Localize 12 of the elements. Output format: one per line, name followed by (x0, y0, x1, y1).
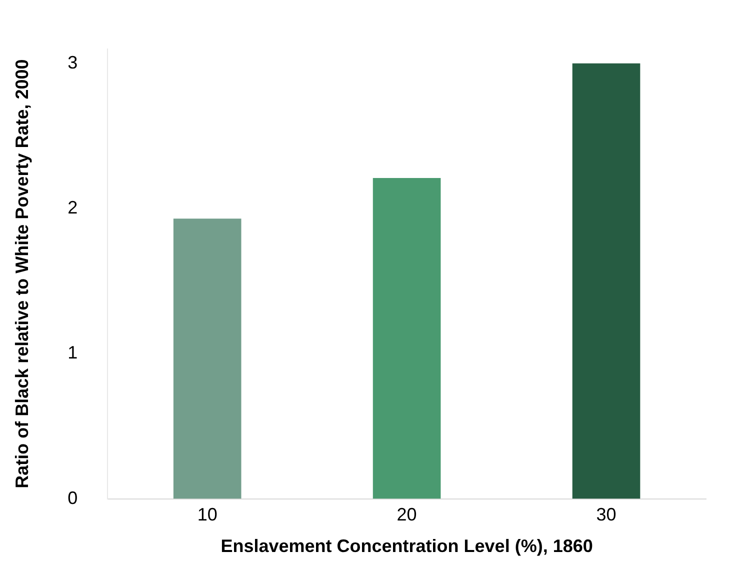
y-tick-label: 1 (68, 342, 78, 363)
bar (572, 63, 640, 499)
y-tick-label: 2 (68, 197, 78, 218)
x-axis-title: Enslavement Concentration Level (%), 1860 (220, 536, 593, 556)
y-tick-label: 3 (68, 52, 78, 72)
y-tick-label: 0 (68, 488, 78, 508)
x-tick-label: 20 (396, 504, 417, 525)
x-tick-label: 30 (596, 504, 616, 525)
bar (173, 218, 242, 499)
x-tick-label: 10 (197, 504, 218, 525)
y-axis-title: Ratio of Black relative to White Poverty Rate, 2000 (12, 59, 32, 488)
bar (372, 178, 441, 499)
